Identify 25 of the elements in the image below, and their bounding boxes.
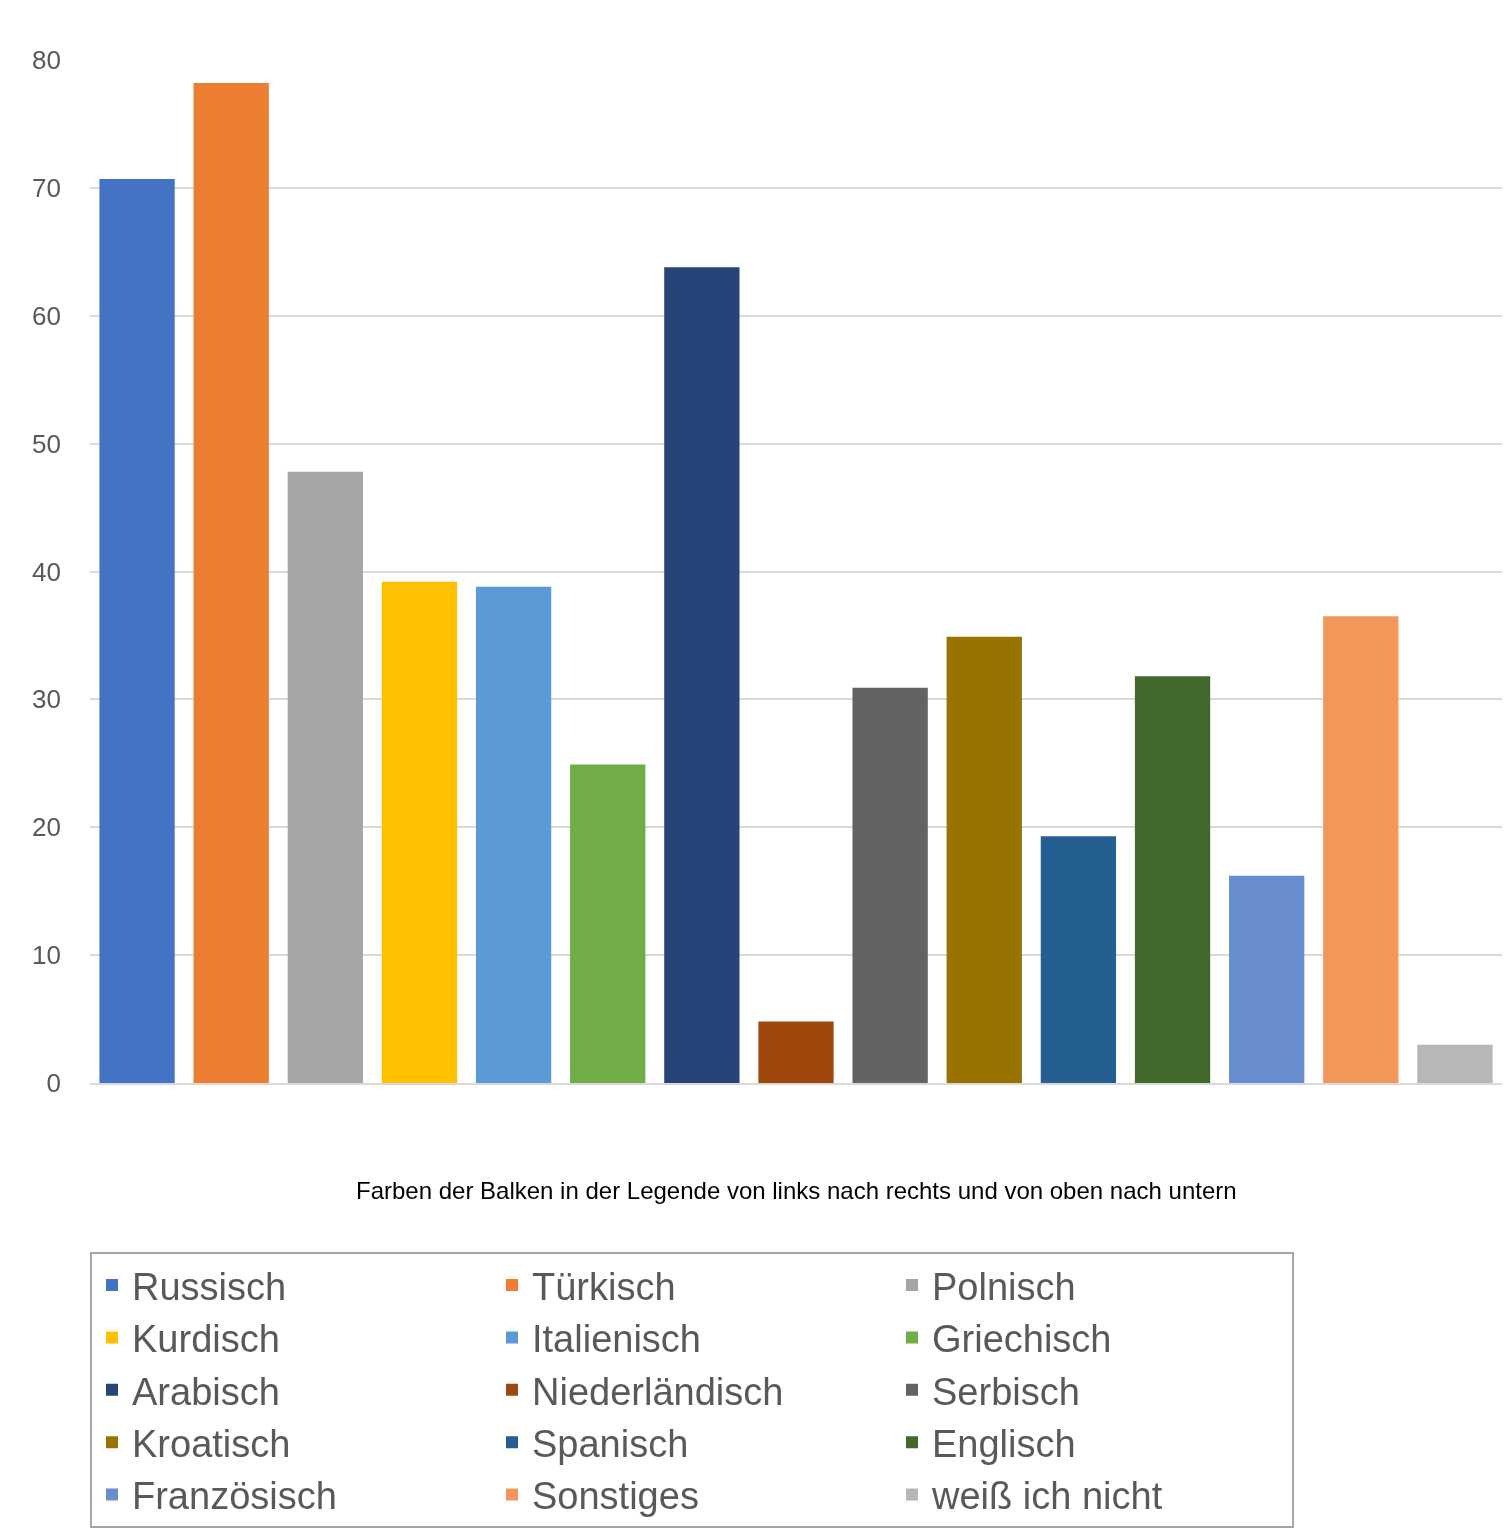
legend-label: Türkisch: [532, 1265, 676, 1308]
legend-label: weiß ich nicht: [931, 1475, 1163, 1518]
text: Farben der Balken in der Legende von links nach rechts und von oben nach untern: [356, 1177, 1237, 1204]
legend-label: Spanisch: [532, 1423, 689, 1466]
y-tick-label: 0: [46, 1068, 61, 1099]
legend-label: Kurdisch: [132, 1318, 280, 1361]
legend-label: Italienisch: [532, 1318, 701, 1361]
legend-label: Russisch: [132, 1265, 287, 1308]
legend-label: Arabisch: [132, 1370, 280, 1413]
legend-label: Griechisch: [932, 1318, 1112, 1361]
y-tick-label: 30: [32, 684, 61, 715]
y-tick-label: 20: [32, 812, 61, 843]
y-tick-label: 40: [32, 556, 61, 587]
legend-label: Sonstiges: [532, 1475, 699, 1518]
legend-label: Englisch: [932, 1423, 1076, 1466]
legend-label: Serbisch: [932, 1370, 1080, 1413]
y-tick-label: 70: [32, 172, 61, 203]
legend-label: Polnisch: [932, 1265, 1076, 1308]
legend-label: Niederländisch: [532, 1370, 784, 1413]
y-tick-label: 10: [32, 940, 61, 971]
y-tick-label: 80: [32, 45, 61, 76]
y-tick-label: 60: [32, 300, 61, 331]
y-tick-label: 50: [32, 428, 61, 459]
legend-label: Französisch: [132, 1475, 337, 1518]
legend-label: Kroatisch: [132, 1423, 291, 1466]
